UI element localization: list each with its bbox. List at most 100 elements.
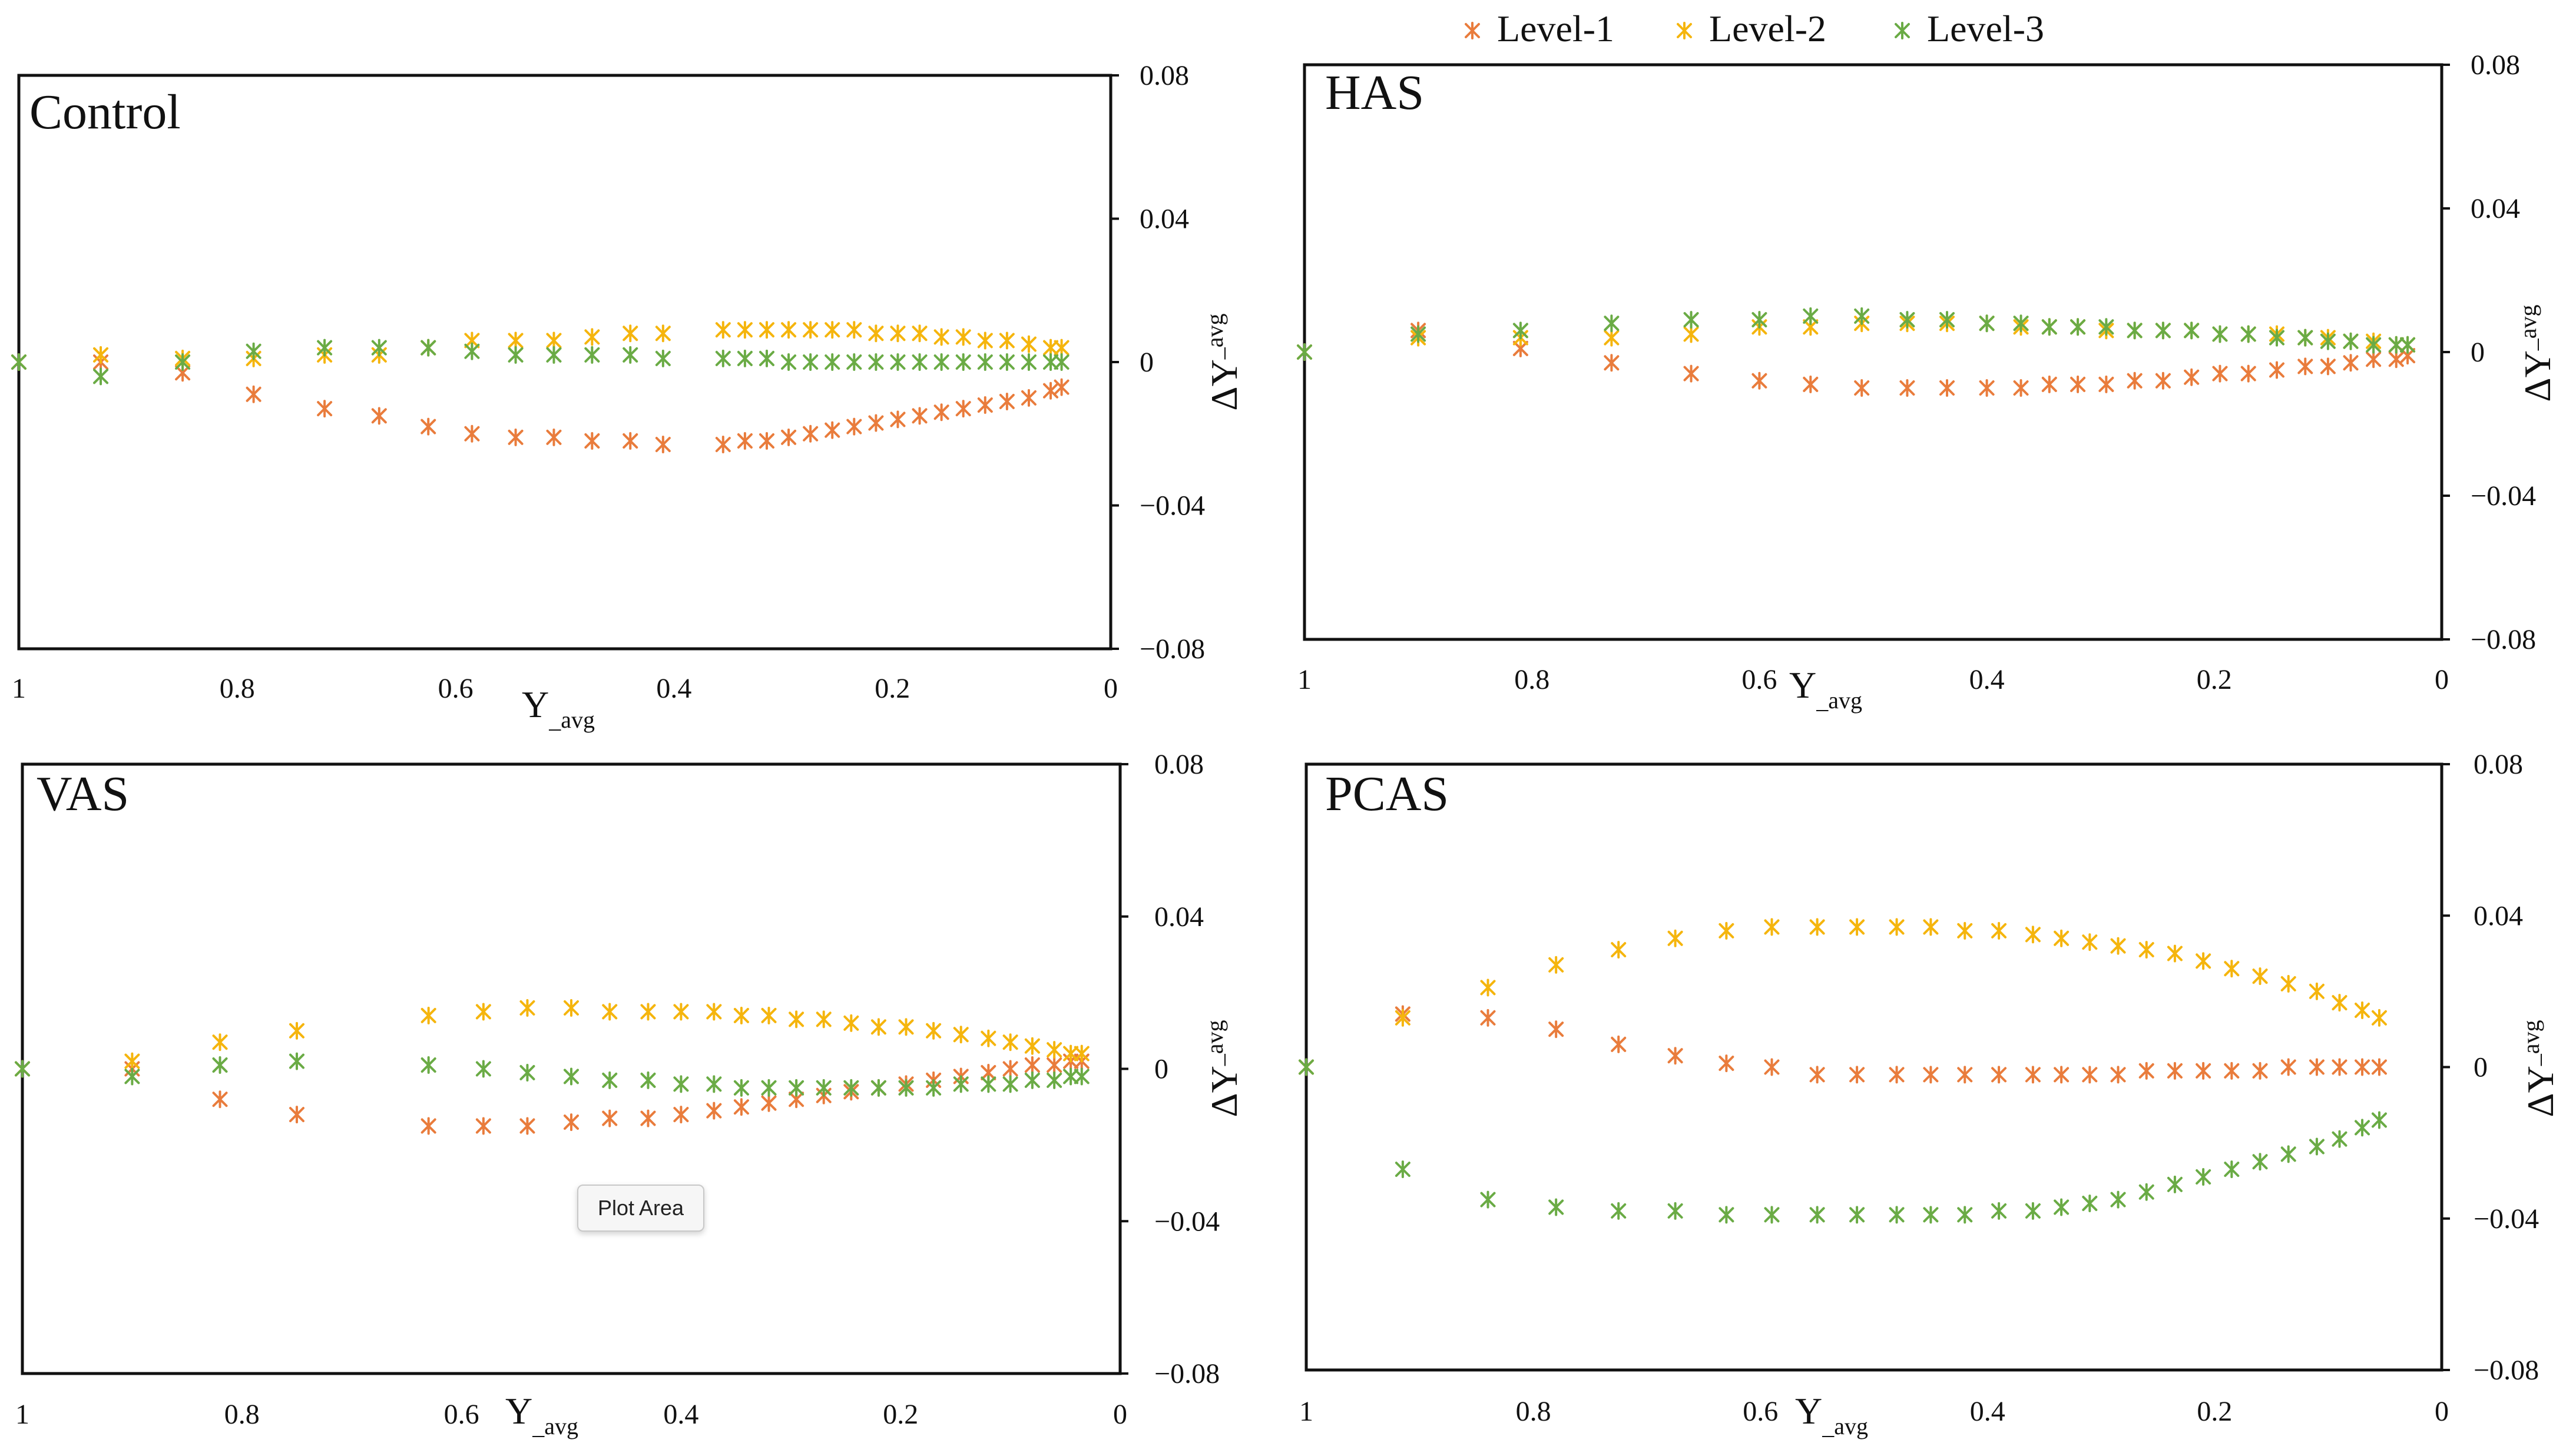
data-point [246,385,261,403]
data-point [912,353,928,371]
data-point [508,331,524,350]
data-point [2041,375,2057,393]
data-point [1923,918,1939,936]
panel-pcas: PCAS 0.08 0.04 0 −0.04 −0.08 1 0.8 0.6 0.4 0.2 0 Y_a… [1299,749,2561,1439]
data-point [2098,318,2114,336]
y-tick-label: 0.08 [2471,49,2520,81]
data-point [1957,1206,1973,1224]
data-point [706,1075,722,1093]
data-point [999,392,1015,410]
data-point [912,324,928,343]
data-point [2155,321,2171,340]
data-point [2297,329,2313,347]
panel-title: PCAS [1325,767,1449,821]
data-point [1979,314,1995,333]
data-point [175,353,191,371]
x-axis-title: Y_avg [522,684,595,733]
plot-frame [1303,63,2443,641]
legend-marker [1465,22,1480,39]
data-point [1991,1202,2007,1220]
y-tick-label: −0.04 [2474,1203,2539,1235]
data-point [519,1063,535,1082]
x-tick-label: 0 [1113,1399,1127,1430]
data-point [1719,1054,1734,1073]
x-tick-label: 1 [1297,664,1312,695]
data-point [781,321,797,339]
y-tick-label: 0.08 [1154,749,1204,780]
data-point [1979,379,1995,397]
data-point [2269,361,2284,379]
y-tick-label: 0.08 [1140,60,1189,91]
data-point [890,410,906,429]
data-point [464,424,480,443]
data-point [1803,307,1819,325]
data-point [1002,1033,1018,1051]
data-point [640,1109,656,1127]
data-point [673,1106,689,1124]
data-point [715,321,731,339]
data-point [1809,1066,1825,1084]
x-tick-label: 0 [1104,673,1118,704]
data-point [2320,332,2336,350]
data-point [2212,325,2228,343]
data-point [1043,353,1059,371]
data-point [955,400,971,418]
x-axis-title: Y_avg [1795,1390,1868,1439]
data-point [1939,311,1955,329]
data-point [546,428,562,446]
data-point [1751,311,1767,329]
data-point [1849,1066,1865,1084]
data-point [1991,1066,2007,1084]
data-point [1410,325,1426,343]
series-level-2 [11,321,1070,371]
data-point [1054,339,1070,357]
data-point [2196,1168,2211,1186]
data-point [289,1106,304,1124]
panel-has: HAS 0.08 0.04 0 −0.04 −0.08 1 0.8 0.6 0.4 0.2 0 Y_av… [1297,49,2558,714]
data-point [843,1079,859,1097]
data-point [1480,978,1496,997]
plot-frame [1304,762,2443,1372]
data-point [2082,1066,2098,1084]
data-point [843,1014,859,1032]
y-axis-title: ΔY_avg [2515,304,2558,402]
data-point [1480,1009,1496,1027]
y-axis-title: ΔY_avg [1201,1020,1245,1117]
data-point [1667,1047,1683,1065]
y-tick-label: 0.04 [2474,900,2523,931]
series-level-3 [11,339,1070,386]
x-tick-label: 0.8 [224,1399,260,1430]
y-tick-label: 0.04 [2471,193,2520,224]
data-point [1043,339,1059,357]
data-point [1604,314,1620,333]
data-point [1611,941,1627,959]
data-point [546,331,562,350]
data-point [2332,1130,2347,1148]
data-point [890,324,906,343]
data-point [1683,311,1699,329]
x-tick-label: 0.6 [444,1399,479,1430]
data-point [1024,1056,1040,1074]
x-tick-label: 0.8 [220,673,255,704]
series-level-3 [1299,1058,2387,1224]
data-point [803,353,819,371]
panel-control: Control 0.08 0.04 0 −0.04 −0.08 1 0.8 0.6 0.4 0.2 0… [11,60,1245,733]
data-point [2366,336,2382,354]
data-point [289,1052,304,1070]
data-point [2025,925,2041,944]
data-point [1764,918,1780,936]
data-point [15,1060,30,1078]
y-tick-label: 0.08 [2474,749,2523,780]
data-point [737,432,753,450]
data-point [93,367,109,386]
x-tick-label: 0.6 [1743,1396,1778,1427]
data-point [1683,364,1699,383]
y-tick-label: 0.04 [1154,901,1204,933]
y-tick-label: −0.08 [2471,624,2536,655]
x-axis-title: Y_avg [505,1390,578,1439]
data-point [977,331,993,350]
data-point [1939,379,1955,397]
panel-title: Control [29,85,181,140]
data-point [1849,918,1865,936]
data-point [981,1075,996,1093]
